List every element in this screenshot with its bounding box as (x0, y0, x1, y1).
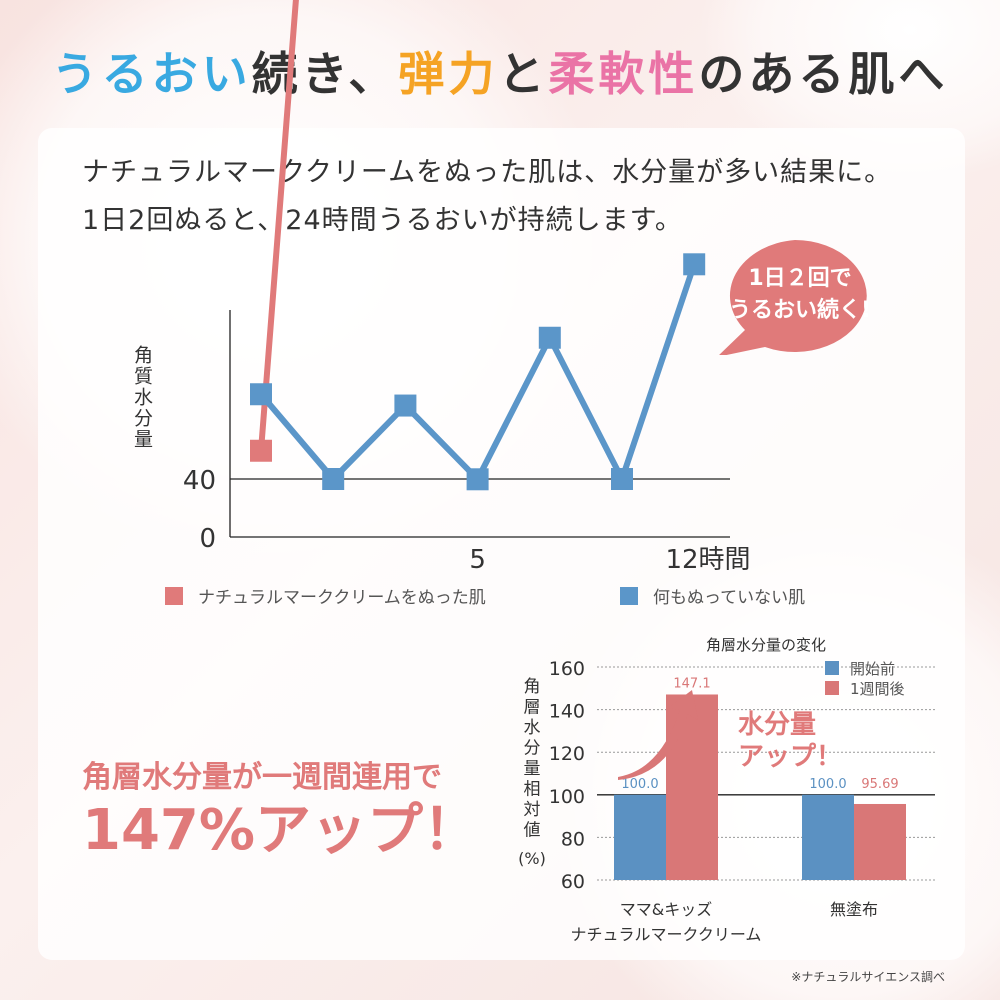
data-point (250, 439, 272, 462)
legend-label: 開始前 (850, 660, 895, 678)
annotation-text: 水分量 (738, 710, 816, 740)
bubble-line-2: うるおい続く! (729, 297, 871, 323)
bubble-line-1: 1日２回で (748, 266, 851, 291)
y-tick-label: 140 (549, 701, 585, 723)
bar-chart: 角層水分量の変化6080100120140160角層水分量相対値(%)100.0… (518, 636, 935, 944)
bar (802, 794, 854, 880)
data-point (322, 468, 345, 490)
y-axis-label-char: 量 (524, 759, 541, 779)
legend-label: 何もぬっていない肌 (653, 588, 805, 608)
y-tick-label: 60 (561, 871, 585, 893)
data-point (394, 394, 417, 417)
data-point (683, 253, 706, 276)
y-axis-label-char: 層 (524, 698, 541, 718)
bar (614, 794, 666, 880)
lead-line-2: 1日2回ぬると、24時間うるおいが持続します。 (82, 205, 683, 236)
highlight-line-1: 角層水分量が一週間連用で (82, 760, 442, 795)
data-point (538, 326, 561, 349)
line-chart: 040506070512時間ナチュラルマーククリームをぬった肌何もぬっていない肌 (165, 0, 805, 608)
legend-swatch (825, 681, 839, 695)
bar (666, 694, 718, 880)
x-tick-label: 無塗布 (830, 900, 878, 919)
y-tick-label: 120 (549, 743, 585, 765)
y-axis-label-char: 分 (524, 739, 541, 759)
headline-part: のある肌へ (698, 47, 949, 101)
legend-swatch (620, 587, 638, 605)
data-label: 100.0 (621, 777, 658, 792)
y-axis-label-char: 水 (524, 718, 541, 738)
annotation-text: アップ！ (738, 742, 842, 772)
x-tick-label: ナチュラルマーククリーム (571, 925, 762, 944)
y-axis-label-char: 対 (524, 800, 541, 820)
headline-part: うるおい (51, 47, 252, 101)
x-tick-label: 5 (469, 545, 486, 575)
y-tick-label: 160 (549, 658, 585, 680)
data-point (250, 383, 272, 406)
headline-part: 柔軟性 (548, 47, 699, 101)
up-arrow-icon (618, 690, 698, 780)
series-line (258, 0, 299, 451)
y-axis-label-char: 値 (524, 821, 541, 841)
data-point (466, 468, 489, 491)
footnote: ※ナチュラルサイエンス調べ (791, 970, 945, 984)
data-point (611, 468, 633, 490)
y-tick-label: 40 (183, 466, 216, 496)
legend-swatch (825, 661, 839, 675)
lead-line-1: ナチュラルマーククリームをぬった肌は、水分量が多い結果に。 (82, 157, 893, 188)
y-tick-label: 100 (549, 786, 585, 808)
y-axis-label-unit: (%) (518, 849, 546, 868)
headline-part: 弾力 (398, 47, 499, 101)
x-tick-label: 12時間 (665, 545, 750, 575)
highlight-line-2: 147%アップ！ (82, 798, 480, 863)
data-label: 147.1 (673, 676, 710, 691)
chart-title: 角層水分量の変化 (706, 636, 826, 654)
speech-bubble: 1日２回で うるおい続く! (719, 240, 871, 355)
data-label: 95.69 (861, 777, 898, 792)
x-tick-label: ママ&キッズ (620, 900, 712, 919)
bar (854, 803, 906, 880)
legend-label: ナチュラルマーククリームをぬった肌 (198, 588, 486, 608)
legend-swatch (165, 587, 183, 605)
headline-part: 続き、 (251, 47, 399, 101)
legend-label: 1週間後 (850, 680, 905, 698)
y-axis-label-char: 相 (524, 780, 541, 800)
line-chart-y-axis-label: 角質水分量 (131, 345, 153, 450)
y-tick-label: 80 (561, 828, 585, 850)
headline: うるおい続き、弾力と柔軟性のある肌へ (0, 38, 1000, 104)
y-axis-label-char: 角 (524, 677, 541, 697)
y-tick-label: 0 (199, 524, 216, 554)
data-label: 100.0 (809, 777, 846, 792)
series-line (258, 263, 698, 487)
headline-part: と (498, 47, 549, 101)
